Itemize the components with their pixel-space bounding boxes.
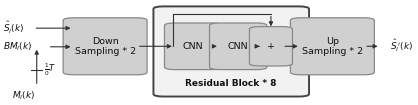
Text: $BM_l(k)$: $BM_l(k)$ bbox=[3, 41, 32, 53]
Text: $\frac{1}{0}T$: $\frac{1}{0}T$ bbox=[44, 61, 56, 78]
FancyBboxPatch shape bbox=[63, 18, 147, 75]
Text: Residual Block * 8: Residual Block * 8 bbox=[186, 79, 277, 88]
FancyBboxPatch shape bbox=[250, 27, 293, 66]
Text: +: + bbox=[267, 42, 275, 51]
Text: $\hat{S}_l(k)$: $\hat{S}_l(k)$ bbox=[3, 20, 24, 36]
Text: CNN: CNN bbox=[183, 42, 204, 51]
Text: CNN: CNN bbox=[228, 42, 249, 51]
FancyBboxPatch shape bbox=[291, 18, 375, 75]
FancyBboxPatch shape bbox=[209, 23, 267, 70]
FancyBboxPatch shape bbox=[153, 6, 309, 96]
Text: $\hat{S}_l{}'(k)$: $\hat{S}_l{}'(k)$ bbox=[390, 38, 413, 54]
Text: Down
Sampling * 2: Down Sampling * 2 bbox=[74, 37, 136, 56]
Text: $M_l(k)$: $M_l(k)$ bbox=[12, 89, 36, 102]
FancyBboxPatch shape bbox=[165, 23, 222, 70]
Text: Up
Sampling * 2: Up Sampling * 2 bbox=[302, 37, 363, 56]
